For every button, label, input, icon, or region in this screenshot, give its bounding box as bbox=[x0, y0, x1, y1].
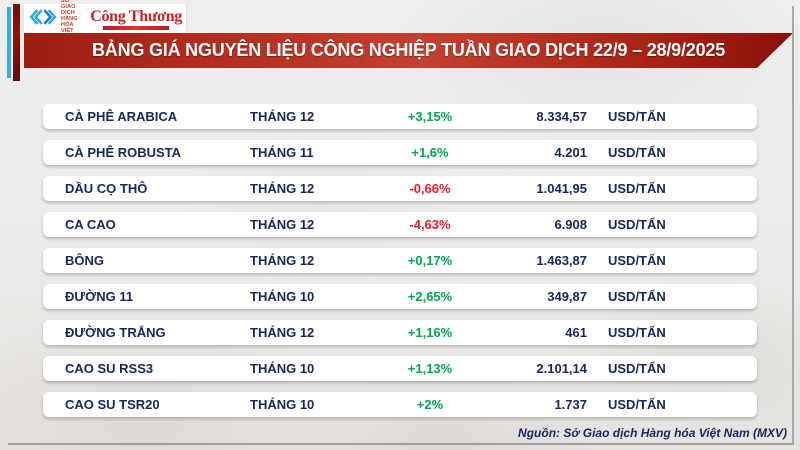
congthuong-logo: Công Thương bbox=[90, 7, 182, 30]
logo-box: SỞ GIAO DỊCH HÀNG HÓA VIỆT NAM Công Thươ… bbox=[24, 0, 186, 40]
unit-cell: USD/TẤN bbox=[608, 289, 666, 304]
commodity-name-cell: CÀ PHÊ ROBUSTA bbox=[65, 145, 182, 160]
contract-month-cell: THÁNG 10 bbox=[250, 289, 315, 304]
commodity-name-cell: CÀ PHÊ ARABICA bbox=[65, 109, 178, 124]
contract-month-cell: THÁNG 10 bbox=[250, 397, 315, 412]
congthuong-tagline-strip bbox=[103, 25, 170, 30]
unit-cell: USD/TẤN bbox=[608, 217, 666, 232]
table-row: DẦU CỌ THÔ THÁNG 12 -0,66% 1.041,95 USD/… bbox=[43, 176, 757, 201]
left-accent-cyan-bar bbox=[7, 7, 11, 78]
table-row: CAO SU TSR20 THÁNG 10 +2% 1.737 USD/TẤN bbox=[43, 392, 757, 417]
price-cell: 1.463,87 bbox=[536, 253, 587, 268]
unit-cell: USD/TẤN bbox=[608, 325, 666, 340]
contract-month-cell: THÁNG 12 bbox=[250, 181, 315, 196]
congthuong-logo-text: Công Thương bbox=[90, 7, 182, 25]
table-row: ĐƯỜNG TRẮNG THÁNG 12 +1,16% 461 USD/TẤN bbox=[43, 320, 757, 345]
change-percent-cell: +0,17% bbox=[407, 253, 453, 268]
title-ribbon: BẢNG GIÁ NGUYÊN LIỆU CÔNG NGHIỆP TUẦN GI… bbox=[24, 33, 793, 68]
change-percent-cell: +1,13% bbox=[407, 361, 453, 376]
unit-cell: USD/TẤN bbox=[608, 361, 666, 376]
commodity-name-cell: BÔNG bbox=[65, 253, 104, 268]
change-percent-cell: +3,15% bbox=[407, 109, 453, 124]
price-cell: 8.334,57 bbox=[536, 109, 587, 124]
commodity-name-cell: CA CAO bbox=[65, 217, 116, 232]
contract-month-cell: THÁNG 12 bbox=[250, 325, 315, 340]
unit-cell: USD/TẤN bbox=[608, 181, 666, 196]
mxv-chevrons-icon bbox=[28, 7, 58, 32]
frame-bottom-edge bbox=[8, 443, 794, 445]
contract-month-cell: THÁNG 12 bbox=[250, 109, 315, 124]
source-note: Nguồn: Sở Giao dịch Hàng hóa Việt Nam (M… bbox=[518, 426, 787, 440]
contract-month-cell: THÁNG 10 bbox=[250, 361, 315, 376]
commodity-name-cell: CAO SU TSR20 bbox=[65, 397, 160, 412]
table-row: ĐƯỜNG 11 THÁNG 10 +2,65% 349,87 USD/TẤN bbox=[43, 284, 757, 309]
table-row: CÀ PHÊ ARABICA THÁNG 12 +3,15% 8.334,57 … bbox=[43, 104, 757, 129]
commodity-name-cell: ĐƯỜNG 11 bbox=[65, 289, 134, 304]
left-accent-maroon-bar bbox=[13, 4, 20, 81]
change-percent-cell: +2% bbox=[416, 397, 444, 412]
contract-month-cell: THÁNG 12 bbox=[250, 253, 315, 268]
page-title: BẢNG GIÁ NGUYÊN LIỆU CÔNG NGHIỆP TUẦN GI… bbox=[91, 40, 726, 60]
change-percent-cell: -4,63% bbox=[409, 217, 451, 232]
price-cell: 6.908 bbox=[554, 217, 587, 232]
price-cell: 1.041,95 bbox=[536, 181, 587, 196]
table-row: CÀ PHÊ ROBUSTA THÁNG 11 +1,6% 4.201 USD/… bbox=[43, 140, 757, 165]
unit-cell: USD/TẤN bbox=[608, 253, 666, 268]
commodity-name-cell: ĐƯỜNG TRẮNG bbox=[65, 325, 166, 340]
change-percent-cell: +1,6% bbox=[411, 145, 449, 160]
unit-cell: USD/TẤN bbox=[608, 109, 666, 124]
change-percent-cell: -0,66% bbox=[409, 181, 451, 196]
table-row: CAO SU RSS3 THÁNG 10 +1,13% 2.101,14 USD… bbox=[43, 356, 757, 381]
frame-right-edge bbox=[792, 6, 794, 444]
contract-month-cell: THÁNG 12 bbox=[250, 217, 315, 232]
price-table: CÀ PHÊ ARABICA THÁNG 12 +3,15% 8.334,57 … bbox=[43, 104, 757, 428]
change-percent-cell: +1,16% bbox=[407, 325, 453, 340]
table-row: CA CAO THÁNG 12 -4,63% 6.908 USD/TẤN bbox=[43, 212, 757, 237]
unit-cell: USD/TẤN bbox=[608, 145, 666, 160]
contract-month-cell: THÁNG 11 bbox=[250, 145, 314, 160]
price-cell: 461 bbox=[565, 325, 587, 340]
price-cell: 349,87 bbox=[547, 289, 587, 304]
change-percent-cell: +2,65% bbox=[407, 289, 453, 304]
commodity-name-cell: CAO SU RSS3 bbox=[65, 361, 154, 376]
commodity-name-cell: DẦU CỌ THÔ bbox=[65, 181, 148, 196]
price-cell: 1.737 bbox=[554, 397, 587, 412]
unit-cell: USD/TẤN bbox=[608, 397, 666, 412]
price-cell: 2.101,14 bbox=[536, 361, 587, 376]
table-row: BÔNG THÁNG 12 +0,17% 1.463,87 USD/TẤN bbox=[43, 248, 757, 273]
price-cell: 4.201 bbox=[554, 145, 587, 160]
